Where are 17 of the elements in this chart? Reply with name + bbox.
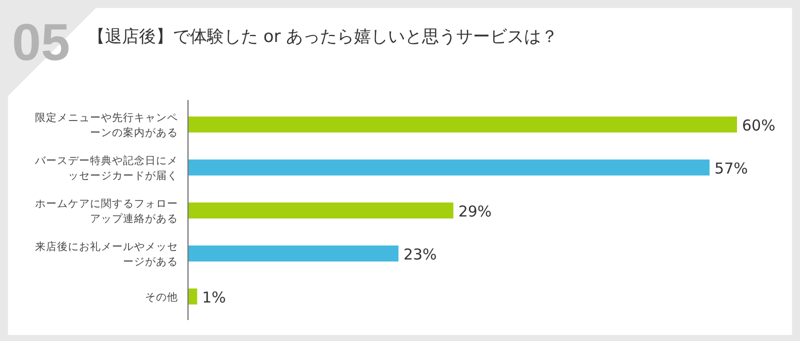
data-label: 57% <box>714 160 748 178</box>
y-tick-label: 限定メニューや先行キャンペーンの案内がある <box>35 111 178 139</box>
chart-title: 【退店後】で体験した or あったら嬉しいと思うサービスは？ <box>88 27 558 47</box>
y-tick-label: その他 <box>145 292 178 304</box>
bar <box>188 246 398 262</box>
bar <box>188 288 198 304</box>
data-label: 60% <box>742 116 776 134</box>
data-label: 23% <box>403 246 437 264</box>
data-label: 29% <box>458 202 492 220</box>
y-tick-label: ホームケアに関するフォローアップ連絡がある <box>35 198 178 225</box>
bar <box>188 116 737 132</box>
y-tick-label: 来店後にお礼メールやメッセージがある <box>35 240 178 268</box>
y-tick-label: バースデー特典や記念日にメッセージカードが届く <box>34 154 178 182</box>
text: 05 <box>12 14 70 72</box>
bar <box>188 202 454 218</box>
data-label: 1% <box>202 288 226 306</box>
bar <box>188 160 710 176</box>
